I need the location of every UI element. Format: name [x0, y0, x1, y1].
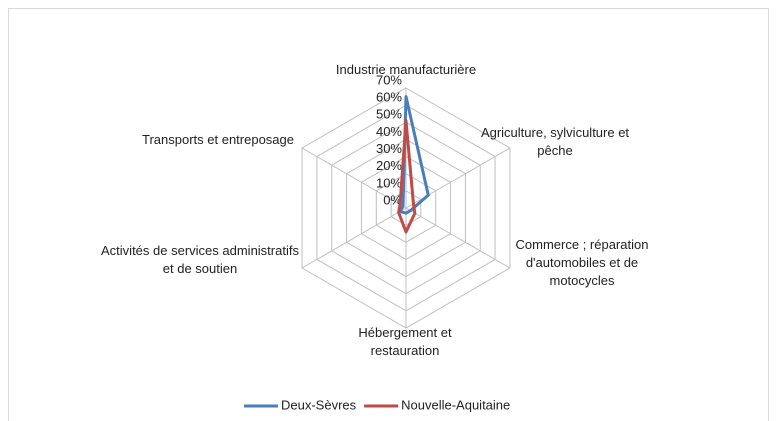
category-label: Agriculture, sylviculture et pêche — [480, 125, 630, 158]
y-tick-label: 0% — [383, 192, 402, 207]
y-tick-label: 60% — [376, 90, 402, 105]
y-tick-label: 20% — [376, 158, 402, 173]
legend-label: Deux-Sèvres — [281, 397, 357, 412]
axis-spoke — [301, 147, 407, 209]
y-tick-label: 30% — [376, 141, 402, 156]
series-line — [397, 119, 417, 234]
category-label: Industrie manufacturière — [335, 62, 477, 77]
chart-frame — [8, 8, 769, 421]
category-label: Activités de services administratifs et … — [101, 243, 299, 276]
y-tick-label: 70% — [376, 72, 402, 87]
y-tick-label: 40% — [376, 124, 402, 139]
y-tick-label: 10% — [376, 175, 402, 190]
series-line — [398, 95, 430, 215]
y-tick-label: 50% — [376, 107, 402, 122]
category-label: Commerce ; réparation d'automobiles et d… — [515, 237, 649, 288]
axis-spoke — [301, 207, 407, 269]
category-label: Transports et entreposage — [142, 132, 294, 147]
legend-label: Nouvelle-Aquitaine — [401, 397, 510, 412]
category-label: Hébergement et restauration — [358, 325, 452, 358]
axis-spoke — [405, 207, 511, 269]
